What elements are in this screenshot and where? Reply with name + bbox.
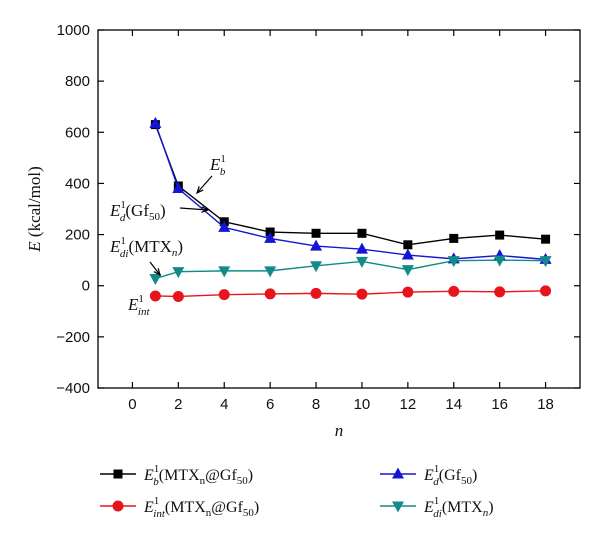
y-tick-label: 400 — [65, 175, 90, 192]
annotation-arrow-Eb — [195, 175, 213, 195]
data-point-Ed — [149, 116, 162, 128]
series-layer — [149, 116, 552, 302]
series-line-Edi — [155, 259, 546, 280]
legend-marker — [113, 469, 123, 479]
legend-label: E1 d(Gf50) — [423, 463, 477, 488]
x-tick-label: 10 — [354, 396, 371, 413]
data-point-Eint — [149, 290, 161, 302]
data-point-Ed — [218, 220, 231, 232]
data-point-Eint — [494, 286, 506, 298]
data-point-Eint — [218, 289, 230, 301]
x-tick-label: 4 — [220, 396, 228, 413]
data-point-Edi — [401, 265, 414, 277]
legend-marker — [392, 501, 404, 513]
series-Ed — [149, 116, 552, 264]
data-point-Eint — [540, 285, 552, 297]
series-line-Ed — [154, 123, 546, 261]
series-Eint — [149, 285, 552, 302]
data-point-Eb — [541, 234, 551, 244]
y-tick-label: 200 — [65, 227, 90, 244]
x-tick-label: 6 — [266, 396, 274, 413]
legend-item-Edi: E1 di(MTXn) — [380, 495, 494, 520]
y-tick-label: 1000 — [57, 22, 90, 39]
data-point-Eb — [311, 228, 321, 238]
data-point-Eint — [172, 290, 184, 302]
data-point-Edi — [218, 266, 231, 278]
x-tick-label: 8 — [312, 396, 320, 413]
data-point-Ed — [355, 242, 368, 254]
legend-marker — [392, 467, 404, 479]
legend-item-Eint: E1 int(MTXn@Gf50) — [100, 495, 259, 520]
annotation-Eb: E1 b — [209, 153, 226, 178]
data-point-Edi — [447, 256, 460, 268]
data-point-Edi — [172, 267, 185, 279]
y-tick-label: 0 — [82, 278, 90, 295]
data-point-Edi — [149, 274, 162, 286]
series-line-Eb — [154, 124, 546, 246]
data-point-Eint — [310, 287, 322, 299]
series-Eb — [150, 120, 551, 250]
data-point-Edi — [493, 255, 506, 267]
annotation-Edi: E1 di(MTXn) — [109, 235, 183, 260]
y-tick-label: −400 — [56, 380, 90, 397]
data-point-Eint — [448, 285, 460, 297]
legend-label: E1 di(MTXn) — [423, 495, 494, 520]
data-point-Eb — [403, 240, 413, 250]
series-Edi — [149, 255, 552, 286]
legend-label: E1 int(MTXn@Gf50) — [143, 495, 259, 520]
annotation-arrow-Ed — [179, 206, 210, 213]
data-point-Ed — [172, 182, 185, 194]
legend: E1 b(MTXn@Gf50) E1 d(Gf50) E1 int(MTXn@Gf50) E… — [100, 463, 494, 520]
x-tick-label: 14 — [445, 396, 462, 413]
x-tick-label: 0 — [128, 396, 136, 413]
data-point-Edi — [264, 266, 277, 278]
y-tick-label: −200 — [56, 329, 90, 346]
y-axis-label: E (kcal/mol) — [25, 166, 44, 252]
data-point-Edi — [355, 256, 368, 268]
data-point-Eint — [264, 288, 276, 300]
x-tick-label: 18 — [537, 396, 554, 413]
legend-item-Ed: E1 d(Gf50) — [380, 463, 477, 488]
x-tick-label: 16 — [491, 396, 508, 413]
annotation-Ed: E1 d(Gf50) — [109, 199, 166, 224]
data-point-Eb — [449, 233, 459, 243]
x-tick-label: 12 — [400, 396, 417, 413]
data-point-Ed — [310, 239, 323, 251]
y-tick-label: 600 — [65, 124, 90, 141]
plot-frame — [97, 29, 581, 389]
series-line-Eint — [155, 290, 546, 298]
data-point-Edi — [310, 261, 323, 273]
x-tick-label: 2 — [174, 396, 182, 413]
data-point-Eint — [402, 286, 414, 298]
annotation-arrow-Edi — [149, 261, 161, 277]
y-tick-label: 800 — [65, 73, 90, 90]
data-point-Eint — [356, 288, 368, 300]
annotation-Eint: E1 int — [127, 293, 150, 318]
data-point-Ed — [264, 231, 277, 243]
axes: −400 −200 0 200 400 600 800 1000 0 2 4 6 8 10 12 14 16 18… — [25, 22, 581, 440]
legend-item-Eb: E1 b(MTXn@Gf50) — [100, 463, 253, 488]
annotation-layer: E1 b E1 d(Gf50) E1 di(MTXn) E1 int — [109, 153, 226, 318]
legend-marker — [112, 500, 124, 512]
data-point-Eb — [495, 230, 505, 240]
data-point-Ed — [401, 248, 414, 260]
x-axis-label: n — [335, 421, 344, 440]
legend-label: E1 b(MTXn@Gf50) — [143, 463, 253, 488]
data-point-Edi — [539, 256, 552, 268]
data-point-Eb — [357, 228, 367, 238]
